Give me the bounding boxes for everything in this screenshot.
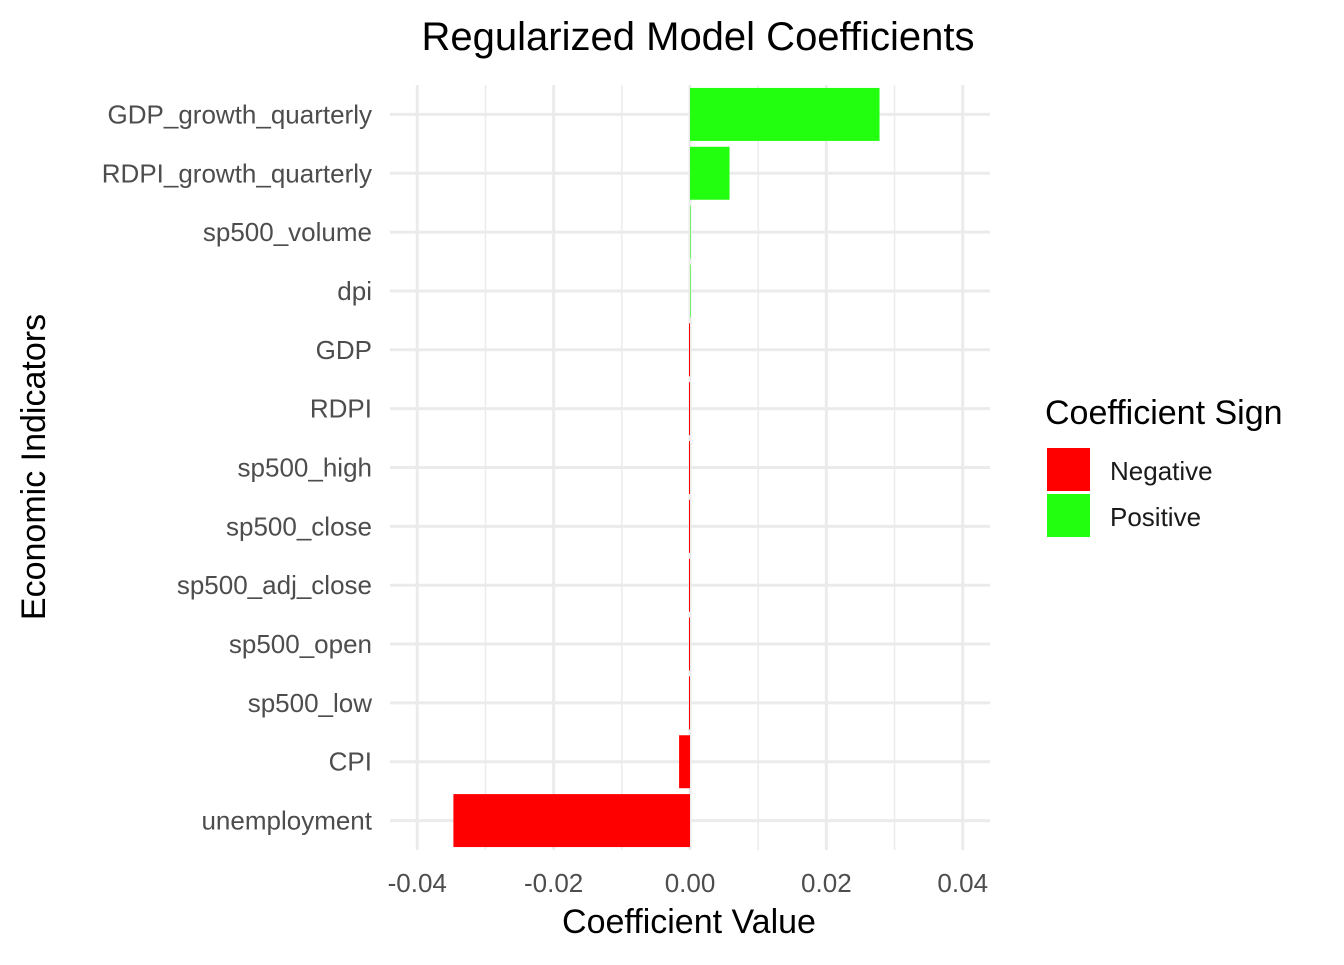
y-tick-label: sp500_open	[229, 629, 372, 659]
bar-gdp	[689, 323, 690, 377]
x-tick-labels: -0.04 -0.02 0.00 0.02 0.04	[388, 868, 988, 898]
y-tick-label: unemployment	[201, 806, 372, 836]
y-tick-label: sp500_adj_close	[177, 570, 372, 600]
y-tick-label: RDPI	[310, 394, 372, 424]
legend-label-positive: Positive	[1110, 502, 1201, 532]
y-tick-label: sp500_close	[226, 511, 372, 541]
legend-label-negative: Negative	[1110, 456, 1213, 486]
x-axis-title: Coefficient Value	[562, 903, 816, 941]
x-tick-label: 0.00	[665, 868, 716, 898]
legend-title: Coefficient Sign	[1045, 394, 1283, 432]
y-tick-label: sp500_low	[248, 688, 373, 718]
bar-rdpi	[689, 382, 690, 436]
y-tick-label: GDP_growth_quarterly	[108, 99, 372, 129]
bar-sp500-close	[689, 499, 690, 553]
x-tick-label: 0.02	[801, 868, 852, 898]
bar-unemployment	[453, 794, 690, 848]
legend-swatch-negative	[1047, 448, 1090, 491]
y-tick-label: CPI	[329, 747, 372, 777]
y-tick-label: sp500_high	[238, 453, 372, 483]
bar-sp500-adj-close	[689, 558, 690, 612]
bar-gdp-growth-quarterly	[690, 87, 880, 141]
bar-dpi	[690, 264, 691, 318]
y-tick-label: GDP	[316, 335, 372, 365]
bar-sp500-volume	[690, 205, 691, 259]
x-tick-label: 0.04	[937, 868, 988, 898]
bar-sp500-open	[689, 617, 690, 671]
y-tick-label: RDPI_growth_quarterly	[102, 158, 372, 188]
legend-swatch-positive	[1047, 494, 1090, 537]
chart-title: Regularized Model Coefficients	[422, 15, 975, 59]
bar-sp500-low	[689, 676, 690, 730]
y-axis-title: Economic Indicators	[15, 314, 53, 620]
x-tick-label: -0.04	[388, 868, 447, 898]
bar-cpi	[679, 735, 690, 789]
bar-layer	[453, 87, 880, 848]
bar-rdpi-growth-quarterly	[690, 146, 730, 200]
y-tick-label: dpi	[337, 276, 372, 306]
legend: Coefficient Sign Negative Positive	[1045, 394, 1283, 537]
bar-sp500-high	[689, 441, 690, 494]
y-tick-label: sp500_volume	[203, 217, 372, 247]
x-tick-label: -0.02	[524, 868, 583, 898]
y-tick-labels: GDP_growth_quarterly RDPI_growth_quarterl…	[102, 99, 373, 835]
